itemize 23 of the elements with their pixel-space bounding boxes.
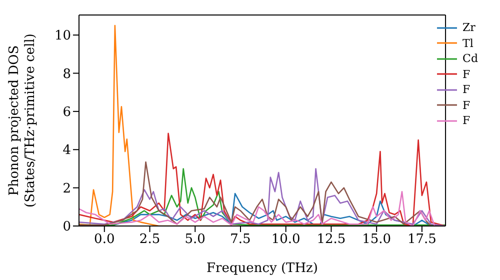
x-axis-title: Frequency (THz) [206,261,318,276]
legend-label: F [462,82,470,98]
x-tick-label: 10.0 [271,232,300,248]
x-tick-label: 5.0 [184,232,206,248]
y-tick-label: 10 [54,28,71,44]
legend-label: F [462,66,470,82]
x-tick-label: 12.5 [316,232,346,248]
x-tick-label: 7.5 [230,232,251,248]
y-tick-label: 6 [62,105,71,120]
y-axis-title: Phonon projected DOS (States/THz·primitive cell) [7,33,38,208]
legend-label: Cd [462,51,478,66]
legend-label: F [462,113,470,128]
legend-label: F [462,98,470,113]
x-tick-label: 15.0 [362,232,392,248]
y-tick-label: 2 [62,181,71,196]
y-tick-label: 8 [62,66,71,82]
x-tick-label: 17.5 [407,232,436,248]
legend-label: Tl [462,36,474,51]
y-tick-label: 4 [62,143,71,158]
y-tick-label: 0 [62,220,71,235]
x-tick-label: 0.0 [94,232,115,248]
legend-label: Zr [462,20,476,36]
x-tick-label: 2.5 [139,232,160,248]
